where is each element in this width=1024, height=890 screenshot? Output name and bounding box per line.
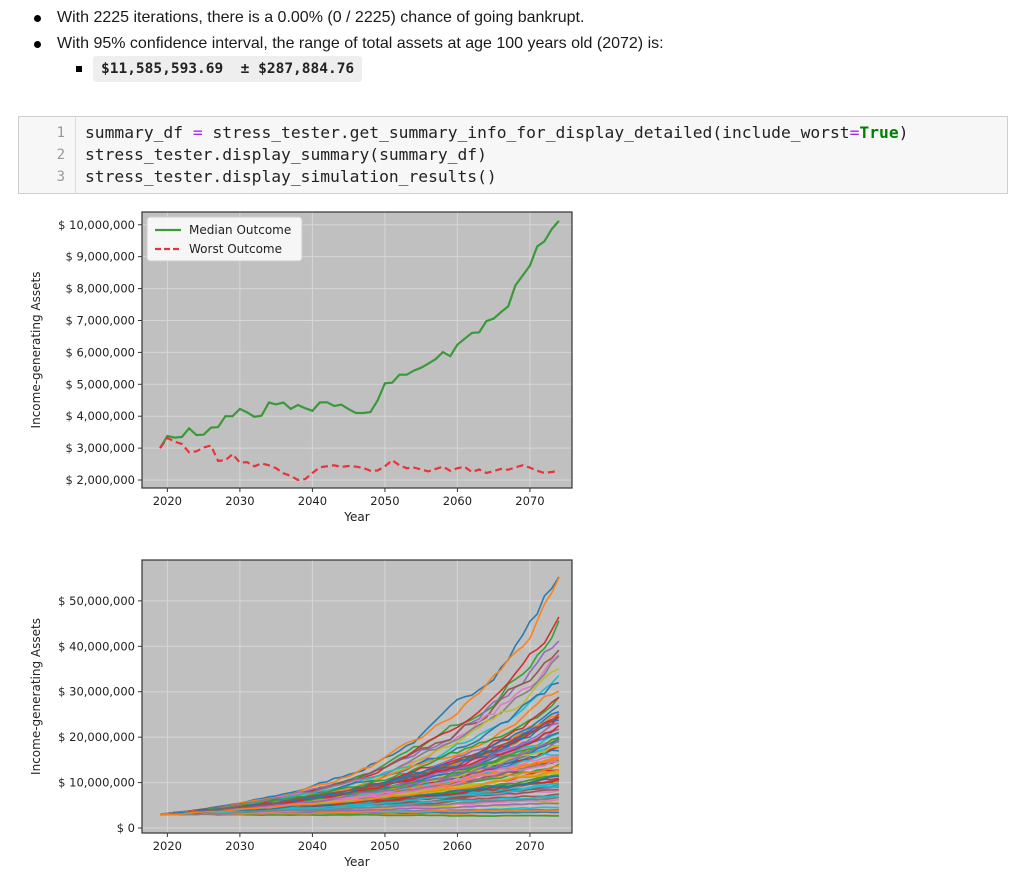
x-tick-label: 2070: [515, 839, 544, 853]
y-tick-label: $ 3,000,000: [66, 441, 136, 455]
line-number: 1: [56, 125, 65, 141]
simulation-path: [160, 784, 560, 816]
line-number: 2: [56, 147, 65, 163]
y-tick-label: $ 30,000,000: [58, 685, 135, 699]
x-tick-label: 2040: [298, 839, 327, 853]
simulation-path: [160, 769, 560, 816]
confidence-summary: With 95% confidence interval, the range …: [57, 35, 664, 52]
x-tick-label: 2020: [153, 494, 182, 508]
assignment-operator: =: [192, 123, 203, 142]
keyword-argument-operator: =: [849, 123, 860, 142]
simulation-paths: [159, 576, 560, 818]
y-tick-label: $ 9,000,000: [66, 250, 136, 264]
y-tick-label: $ 4,000,000: [66, 409, 136, 423]
code-token: summary_df: [85, 123, 193, 142]
x-tick-label: 2030: [225, 494, 254, 508]
simulation-path: [159, 655, 560, 816]
y-tick-label: $ 40,000,000: [58, 639, 135, 653]
y-axis-label: Income-generating Assets: [29, 618, 43, 775]
y-tick-label: $ 20,000,000: [58, 730, 135, 744]
x-tick-label: 2060: [443, 494, 472, 508]
y-tick-label: $ 10,000,000: [58, 218, 135, 232]
x-tick-label: 2050: [370, 494, 399, 508]
y-tick-label: $ 7,000,000: [66, 313, 136, 327]
simulation-path: [160, 740, 560, 816]
plot-frame: [141, 559, 573, 834]
x-tick-label: 2050: [370, 839, 399, 853]
x-tick-label: 2020: [153, 839, 182, 853]
code-cell[interactable]: 1 2 3 summary_df = stress_tester.get_sum…: [18, 116, 1008, 194]
y-tick-label: $ 8,000,000: [66, 282, 136, 296]
simulation-path: [160, 713, 560, 816]
legend-entry: Median Outcome: [189, 223, 291, 237]
y-tick-label: $ 2,000,000: [66, 473, 136, 487]
worst-outcome-line: [159, 436, 560, 482]
asset-range-value: $11,585,593.69 ± $287,884.76: [93, 56, 363, 82]
y-axis-label: Income-generating Assets: [29, 272, 43, 429]
code-token: ): [898, 123, 909, 142]
x-axis-label: Year: [343, 510, 369, 524]
code-token: stress_tester.get_summary_info_for_displ…: [202, 123, 850, 142]
code-line-2: stress_tester.display_summary(summary_df…: [85, 145, 487, 164]
simulation-path: [160, 809, 559, 816]
plot-frame: [141, 211, 573, 489]
boolean-keyword: True: [859, 123, 899, 142]
x-axis-label: Year: [343, 855, 369, 869]
median-outcome-line: [159, 220, 560, 449]
legend-box: [146, 216, 303, 262]
sub-bullet-marker: [76, 66, 82, 72]
y-tick-label: $ 6,000,000: [66, 345, 136, 359]
x-tick-label: 2060: [443, 839, 472, 853]
legend-entry: Worst Outcome: [189, 242, 282, 256]
bankruptcy-summary: With 2225 iterations, there is a 0.00% (…: [57, 9, 585, 26]
x-tick-label: 2070: [515, 494, 544, 508]
bullet-marker: [34, 41, 41, 48]
code-line-3: stress_tester.display_simulation_results…: [85, 167, 497, 186]
bullet-marker: [34, 15, 41, 22]
y-tick-label: $ 50,000,000: [58, 594, 135, 608]
y-tick-label: $ 5,000,000: [66, 377, 136, 391]
all-simulations-chart: 2020 2030 2040 2050 2060 2070 $ 0 $ 10,000,000 $…: [29, 559, 573, 869]
line-number-gutter: 1 2 3: [19, 117, 76, 193]
line-number: 3: [56, 169, 65, 185]
chart-legend: Median Outcome Worst Outcome: [146, 216, 303, 262]
y-tick-label: $ 0: [117, 821, 135, 835]
median-worst-chart: 2020 2030 2040 2050 2060 2070 $ 2,000,000 $ 3,0…: [29, 211, 573, 524]
y-tick-label: $ 10,000,000: [58, 776, 135, 790]
x-tick-label: 2030: [225, 839, 254, 853]
code-line-1: summary_df = stress_tester.get_summary_i…: [85, 123, 908, 142]
x-tick-label: 2040: [298, 494, 327, 508]
